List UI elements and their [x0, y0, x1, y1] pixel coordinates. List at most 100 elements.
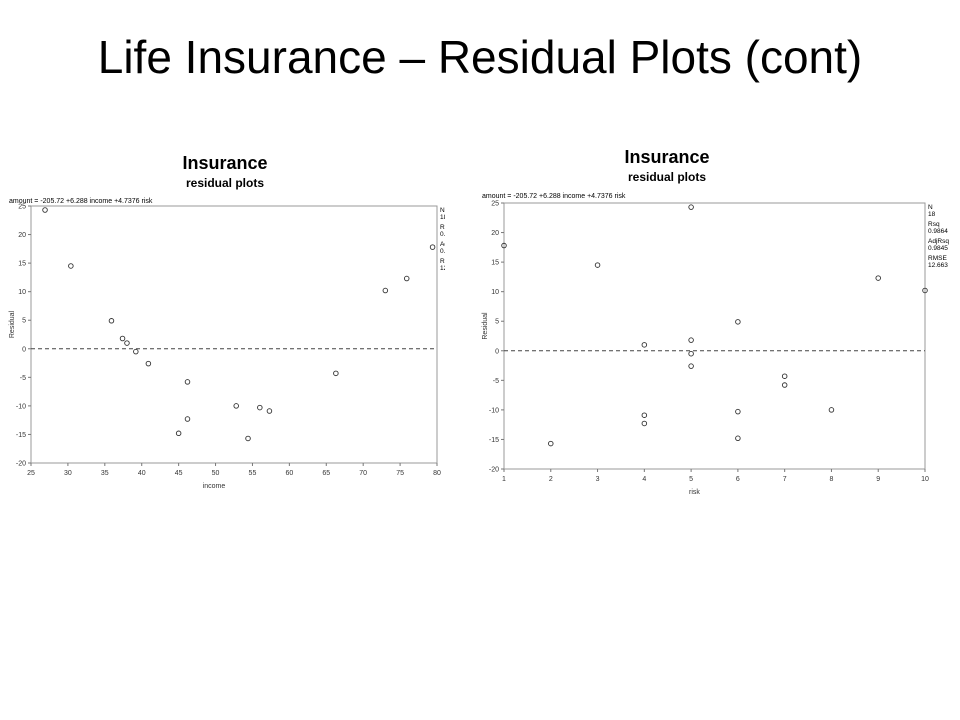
residual-point [735, 408, 741, 415]
risk-plot-svg: amount = -205.72 +6.288 income +4.7376 r… [482, 193, 949, 496]
stat-value: 0.9864 [928, 228, 948, 235]
y-tick-label: -5 [20, 375, 26, 382]
x-tick-label: 40 [138, 470, 146, 477]
residual-point [233, 403, 239, 409]
plot-frame [30, 205, 438, 464]
y-tick-label: 20 [491, 230, 499, 237]
stat-value: 12.663 [928, 262, 948, 269]
x-tick-label: 4 [642, 476, 646, 483]
residual-point [781, 382, 788, 388]
residual-point [641, 420, 648, 427]
stat-label: AdjRsq [440, 241, 445, 248]
residual-point [184, 416, 191, 422]
residual-point [245, 435, 251, 442]
residual-point [42, 207, 48, 213]
residual-point [501, 242, 507, 249]
x-tick-label: 70 [359, 470, 367, 477]
residual-point [548, 440, 554, 447]
stat-value: 0.9845 [928, 245, 948, 252]
residual-point [688, 337, 694, 343]
y-tick-label: 5 [495, 319, 499, 326]
residual-point [133, 348, 139, 355]
residual-point [266, 408, 273, 414]
stat-value: 18 [928, 211, 936, 218]
y-axis-label: Residual [482, 312, 489, 340]
y-tick-label: -20 [489, 467, 499, 474]
income-plot-svg: amount = -205.72 +6.288 income +4.7376 r… [9, 198, 445, 490]
residual-point [382, 287, 389, 294]
y-tick-label: 5 [22, 318, 26, 325]
x-tick-label: 10 [921, 476, 929, 483]
residual-point [688, 350, 694, 357]
residual-point [875, 275, 881, 281]
residual-point [828, 407, 835, 413]
stat-value: 0.9864 [440, 231, 445, 238]
y-tick-label: 25 [491, 201, 499, 208]
x-tick-label: 45 [175, 470, 183, 477]
stat-label: RMSE [440, 258, 445, 265]
plot-title: Insurance [182, 153, 268, 173]
y-tick-label: -5 [493, 378, 499, 385]
y-tick-label: 10 [491, 289, 499, 296]
residual-point [594, 262, 601, 268]
equation-text: amount = -205.72 +6.288 income +4.7376 r… [9, 198, 153, 205]
x-tick-label: 55 [249, 470, 257, 477]
plot-frame [503, 202, 926, 470]
y-tick-label: -15 [16, 432, 26, 439]
residual-point [145, 360, 152, 367]
residual-point [688, 204, 694, 210]
residual-point [68, 263, 74, 269]
stat-label: N [928, 204, 933, 211]
residual-point [184, 379, 191, 385]
residual-point [403, 275, 410, 282]
y-tick-label: 20 [18, 232, 26, 239]
residual-point [333, 370, 339, 377]
stat-label: Rsq [440, 224, 445, 231]
x-tick-label: 2 [549, 476, 553, 483]
residual-point [641, 342, 648, 348]
residual-point [108, 318, 115, 324]
stat-label: AdjRsq [928, 238, 949, 245]
residual-point [175, 430, 182, 437]
x-tick-label: 30 [64, 470, 72, 477]
stat-value: 12.663 [440, 265, 445, 272]
x-tick-label: 35 [101, 470, 109, 477]
residual-point [688, 363, 694, 369]
residual-point [641, 412, 648, 418]
x-tick-label: 50 [212, 470, 220, 477]
x-axis-label: income [203, 483, 226, 490]
x-tick-label: 60 [285, 470, 293, 477]
x-axis-label: risk [689, 489, 700, 496]
x-tick-label: 75 [396, 470, 404, 477]
residual-point [735, 319, 741, 325]
risk-residual-plot: Insurance residual plots amount = -205.7… [478, 144, 960, 509]
residual-point [735, 435, 741, 442]
y-tick-label: -10 [16, 403, 26, 410]
x-tick-label: 8 [829, 476, 833, 483]
x-tick-label: 9 [876, 476, 880, 483]
residual-point [922, 287, 928, 294]
y-tick-label: -20 [16, 461, 26, 468]
slide-title: Life Insurance – Residual Plots (cont) [97, 31, 863, 83]
stat-label: Rsq [928, 221, 940, 228]
income-residual-plot: Insurance residual plots amount = -205.7… [5, 150, 445, 500]
stat-label: N [440, 207, 445, 214]
y-tick-label: 0 [495, 348, 499, 355]
y-axis-label: Residual [9, 310, 16, 338]
y-tick-label: -10 [489, 407, 499, 414]
y-tick-label: 15 [18, 261, 26, 268]
plot-subtitle: residual plots [627, 170, 707, 184]
plot-title: Insurance [624, 147, 710, 167]
residual-point [429, 244, 436, 250]
y-tick-label: 25 [18, 204, 26, 211]
x-tick-label: 1 [502, 476, 506, 483]
y-tick-label: -15 [489, 437, 499, 444]
stat-label: RMSE [928, 255, 947, 262]
plot-subtitle: residual plots [185, 176, 265, 190]
y-tick-label: 15 [491, 260, 499, 267]
stat-value: 0.9845 [440, 248, 445, 255]
residual-point [119, 335, 126, 342]
x-tick-label: 25 [27, 470, 35, 477]
stat-value: 18 [440, 214, 445, 221]
x-tick-label: 7 [783, 476, 787, 483]
